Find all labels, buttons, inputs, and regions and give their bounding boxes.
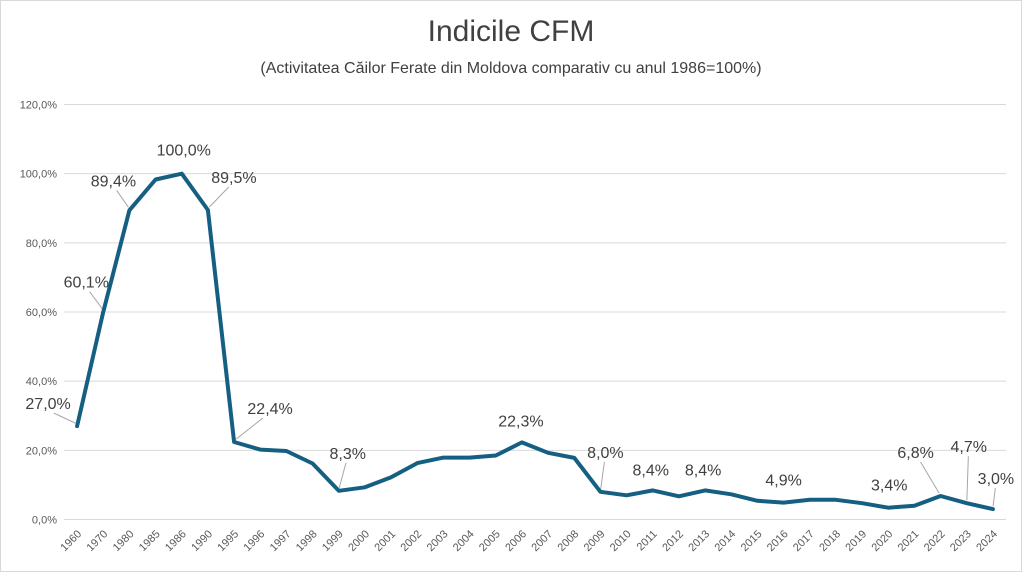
x-axis-tick-label: 1998: [294, 528, 320, 554]
x-axis-tick-label: 1990: [189, 528, 215, 554]
x-axis-tick-label: 2000: [346, 528, 372, 554]
series-line-indicile-cfm: [75, 171, 995, 512]
x-axis-tick-label: 2007: [529, 528, 555, 554]
x-axis-tick-label: 2002: [399, 528, 425, 554]
x-axis-tick-label: 2021: [896, 528, 922, 554]
x-axis-tick-label: 2015: [739, 528, 765, 554]
data-label: 8,0%: [587, 445, 623, 462]
data-label: 3,4%: [871, 478, 907, 495]
x-axis-tick-label: 2017: [791, 528, 817, 554]
y-axis-tick-label: 40,0%: [26, 376, 57, 388]
data-label: 89,5%: [211, 170, 256, 187]
data-label-leader-line: [209, 186, 230, 208]
x-axis-tick-label: 1980: [111, 528, 137, 554]
x-axis-tick-label: 2010: [608, 528, 634, 554]
x-axis-tick-label: 2023: [948, 528, 974, 554]
data-label: 3,0%: [978, 471, 1014, 488]
y-axis-tick-label: 120,0%: [20, 100, 58, 112]
y-axis-tick-label: 0,0%: [32, 515, 57, 527]
data-label: 22,3%: [498, 413, 543, 430]
x-axis-tick-label: 1960: [58, 528, 84, 554]
x-axis-tick-label: 1970: [85, 528, 111, 554]
data-label: 8,4%: [633, 462, 669, 479]
data-label: 4,7%: [951, 439, 987, 456]
x-axis-tick-label: 2013: [686, 528, 712, 554]
x-axis-tick-label: 2019: [843, 528, 869, 554]
x-axis-tick-label: 2016: [765, 528, 791, 554]
data-label: 27,0%: [25, 396, 70, 413]
data-label-leader-line: [53, 412, 76, 424]
x-axis-tick-label: 2020: [870, 528, 896, 554]
data-label-leader-line: [600, 461, 605, 489]
x-axis-tick-label: 2011: [635, 528, 660, 553]
x-axis-tick-label: 2022: [922, 528, 948, 554]
y-axis-tick-label: 80,0%: [26, 238, 57, 250]
data-label: 100,0%: [157, 143, 211, 160]
data-label: 60,1%: [64, 275, 109, 292]
data-label: 4,9%: [765, 473, 801, 490]
y-axis-tick-label: 20,0%: [26, 445, 57, 457]
x-axis-tick-label: 1985: [137, 528, 163, 554]
x-axis-tick-label: 1999: [320, 528, 346, 554]
data-label: 8,4%: [685, 462, 721, 479]
x-axis-tick-label: 2001: [372, 528, 398, 554]
data-label-leader-line: [920, 461, 940, 494]
data-label: 6,8%: [897, 445, 933, 462]
data-label-leader-line: [966, 456, 969, 501]
y-axis-tick-label: 60,0%: [26, 307, 57, 319]
x-axis-tick-label: 1995: [215, 528, 241, 554]
x-axis-tick-label: 2003: [425, 528, 451, 554]
data-label: 8,3%: [330, 446, 366, 463]
data-label: 22,4%: [247, 401, 292, 418]
x-axis-tick-label: 2004: [451, 528, 477, 554]
chart-subtitle: (Activitatea Căilor Ferate din Moldova c…: [260, 60, 762, 77]
x-axis-tick-label: 2009: [582, 528, 608, 554]
data-label-leader-line: [235, 417, 264, 440]
data-label-leader-line: [89, 291, 103, 309]
chart-title: Indicile CFM: [427, 15, 595, 48]
y-axis-tick-label: 100,0%: [20, 169, 58, 181]
x-axis-tick-label: 2014: [713, 528, 739, 554]
data-label: 89,4%: [91, 173, 136, 190]
x-axis-tick-label: 2018: [817, 528, 843, 554]
data-label-leader-line: [338, 462, 347, 488]
x-axis-tick-label: 2024: [974, 528, 1000, 554]
x-axis-tick-label: 1986: [163, 528, 189, 554]
data-label-leader-line: [992, 488, 996, 507]
data-label-leader-line: [116, 190, 129, 208]
x-axis-tick-label: 2005: [477, 528, 503, 554]
x-axis-tick-label: 1996: [242, 528, 268, 554]
x-axis-tick-label: 2008: [556, 528, 582, 554]
x-axis-tick-label: 2012: [660, 528, 686, 554]
x-axis-tick-label: 2006: [503, 528, 529, 554]
x-axis-tick-label: 1997: [268, 528, 294, 554]
chart-plot-area: 0,0% 20,0% 40,0% 60,0% 80,0% 100,0% 120,0% 1960…: [20, 100, 1014, 554]
